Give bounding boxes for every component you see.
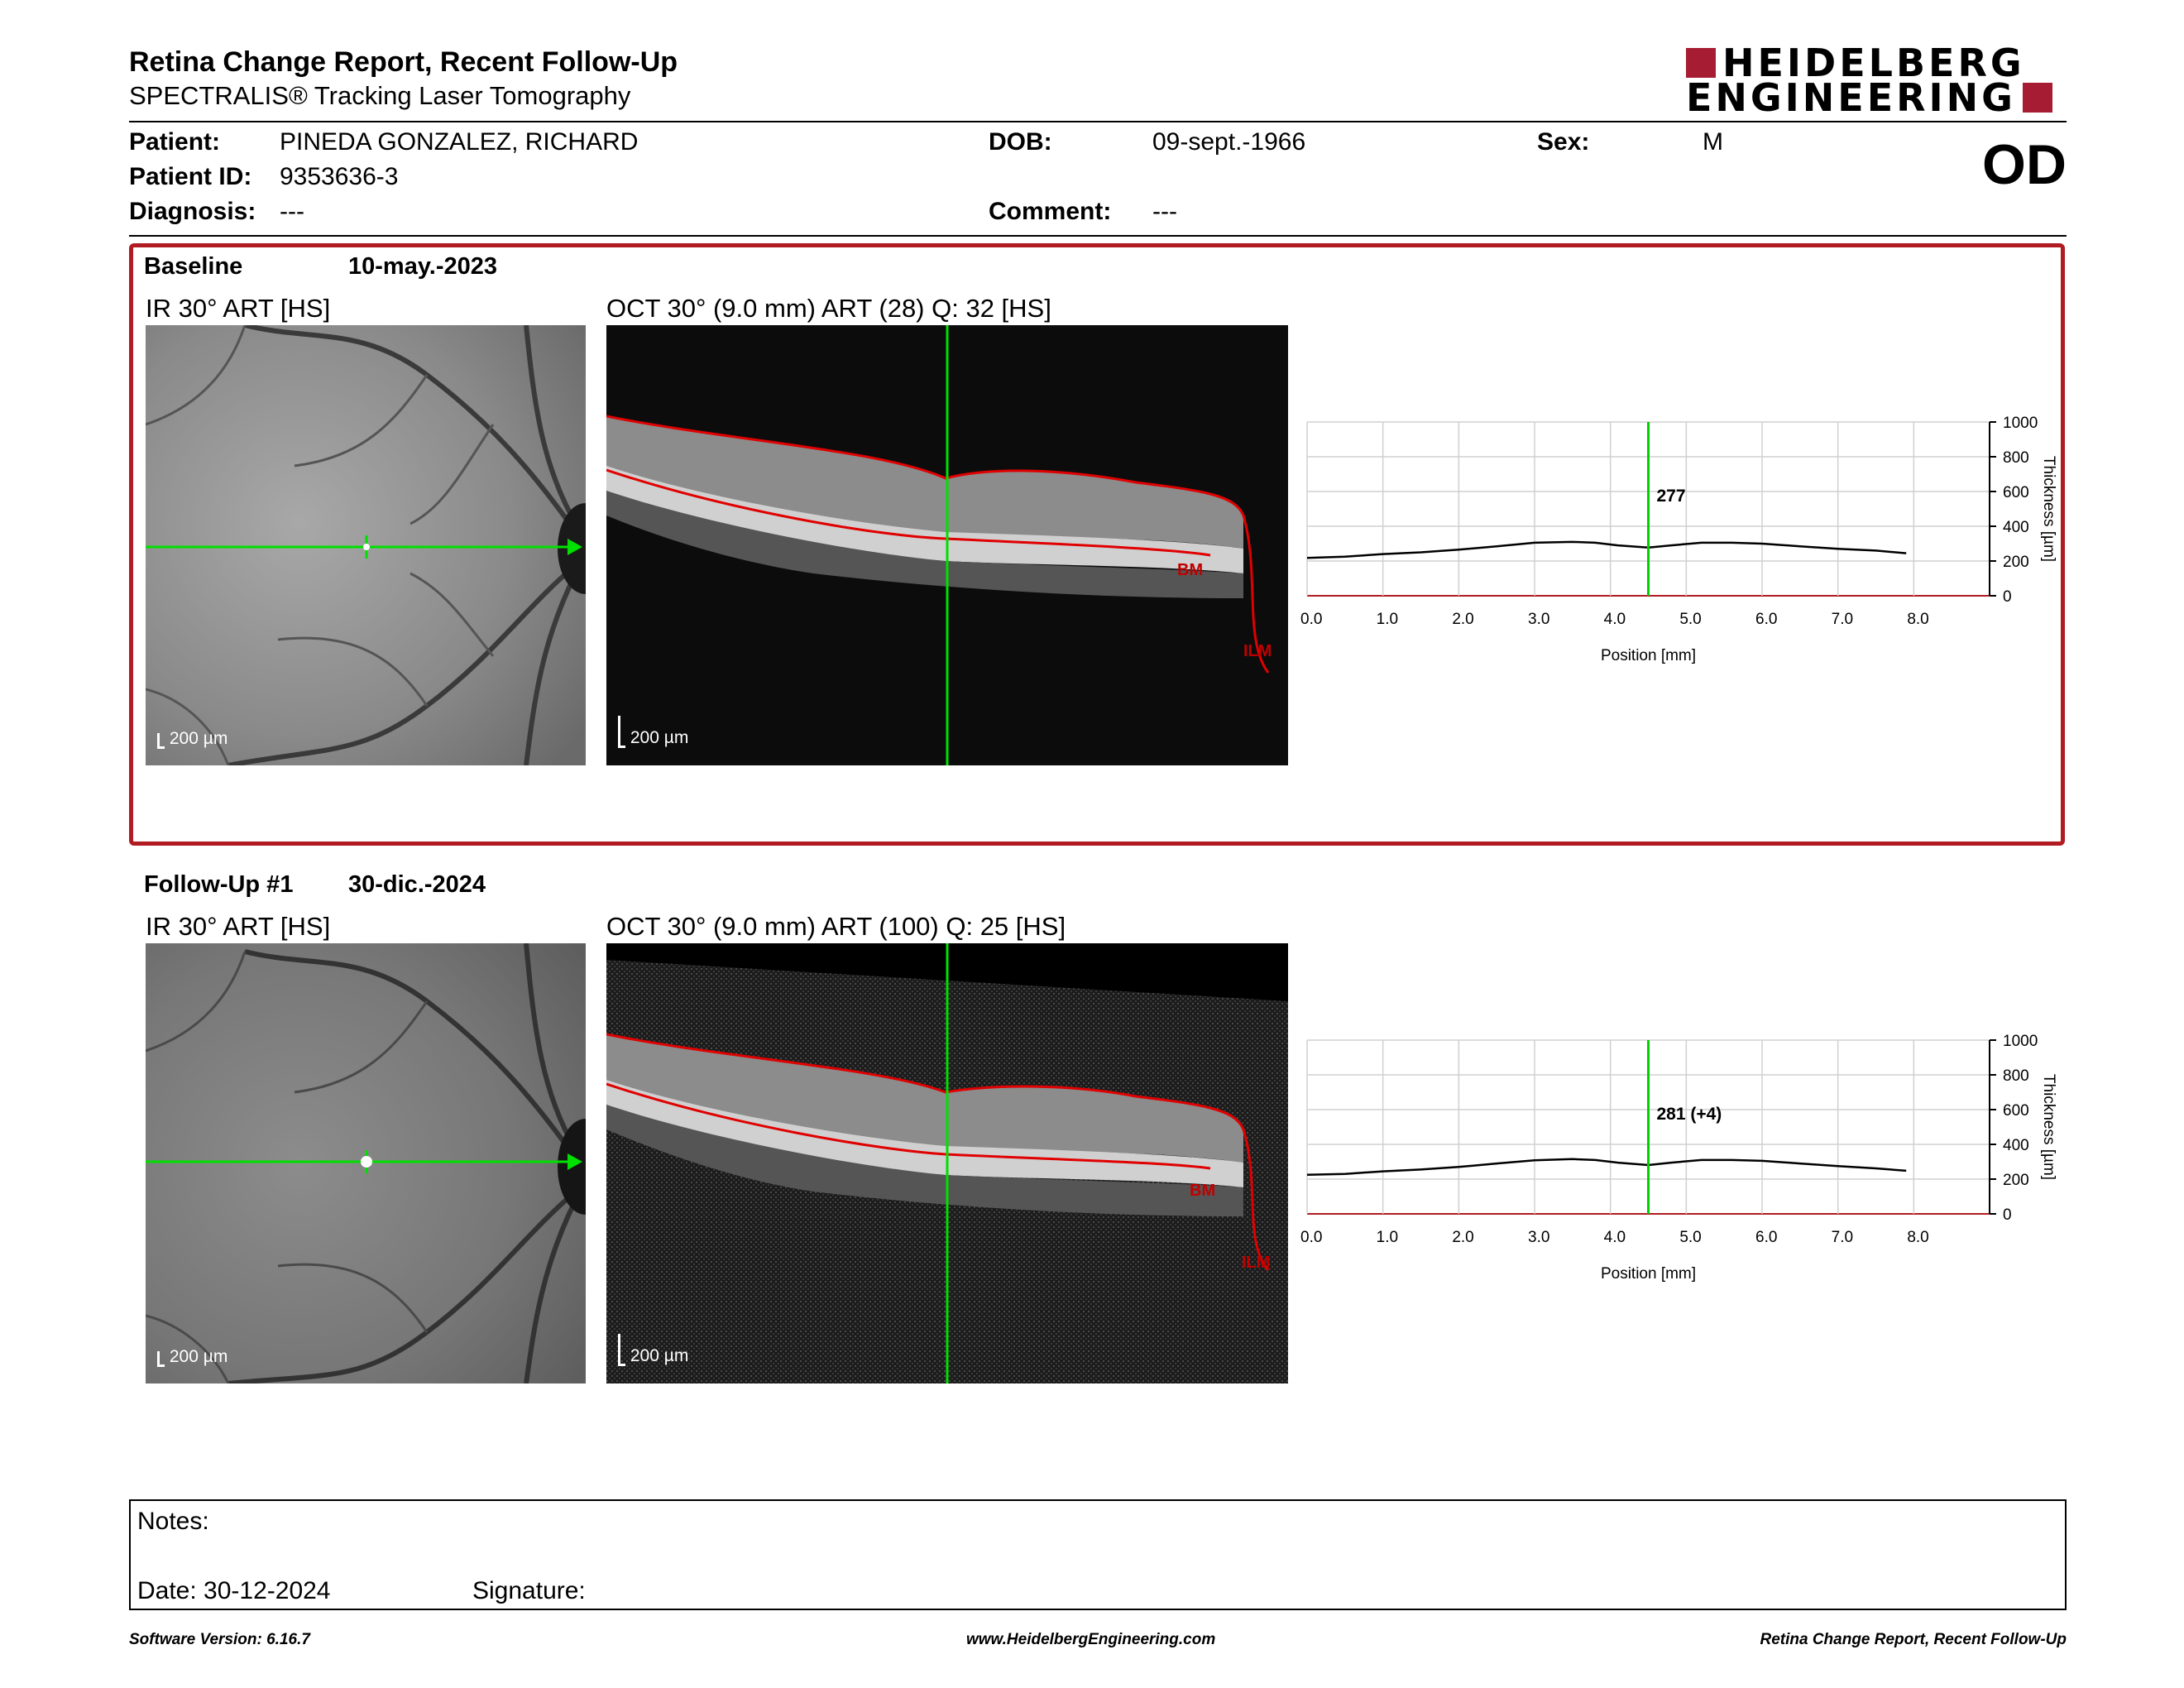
- chart1-xlabel: Position [mm]: [1601, 1265, 1696, 1283]
- report-title: Retina Change Report, Recent Follow-Up: [129, 46, 678, 78]
- baseline-date: 10-may.-2023: [348, 253, 498, 280]
- logo-line1: HEIDELBERG: [1722, 41, 2025, 85]
- patient-id: 9353636-3: [280, 163, 399, 190]
- baseline-oct-label: OCT 30° (9.0 mm) ART (28) Q: 32 [HS]: [606, 294, 1051, 323]
- chart1-ytick-label-2: 600: [2003, 1102, 2029, 1120]
- footer-software-version: Software Version: 6.16.7: [129, 1631, 310, 1648]
- baseline-ir-image[interactable]: 200 µm: [146, 325, 586, 765]
- baseline-oct-drawing: BM ILM: [606, 325, 1288, 765]
- followup-fundus-drawing: [146, 943, 586, 1383]
- followup-ir-scalebar: 200 µm: [157, 1347, 228, 1367]
- patient-label: Patient:: [129, 128, 221, 156]
- baseline-oct-scalebar: 200 µm: [618, 716, 688, 748]
- chart0-xlabel: Position [mm]: [1601, 647, 1696, 664]
- logo-square-right: [2022, 83, 2052, 113]
- chart0-xtick-label-6: 6.0: [1755, 611, 1777, 628]
- chart0-thickness-value: 277: [1657, 487, 1686, 506]
- sex-value: M: [1703, 128, 1723, 156]
- signature-label: Signature:: [472, 1577, 586, 1604]
- chart0-xtick-label-8: 8.0: [1907, 611, 1928, 628]
- logo-square-left: [1686, 48, 1716, 78]
- chart0-ytick-label-0: 1000: [2003, 415, 2038, 432]
- chart1-xtick-label-8: 8.0: [1907, 1229, 1928, 1246]
- chart1-ytick-label-0: 1000: [2003, 1033, 2038, 1050]
- followup-title: Follow-Up #1: [144, 871, 294, 898]
- followup-date: 30-dic.-2024: [348, 871, 486, 898]
- chart1-xtick-label-3: 3.0: [1528, 1229, 1549, 1246]
- followup-oct-drawing: BM ILM: [606, 943, 1288, 1383]
- logo-line2: ENGINEERING: [1686, 75, 2016, 120]
- chart0-ytick-label-2: 600: [2003, 484, 2029, 501]
- chart1-ytick-label-5: 0: [2003, 1206, 2012, 1224]
- footer-report-name: Retina Change Report, Recent Follow-Up: [1760, 1631, 2067, 1648]
- chart1-series-line-0: [1306, 1158, 1907, 1177]
- header-divider: [129, 121, 2067, 122]
- followup-oct-scalebar: 200 µm: [618, 1334, 688, 1366]
- chart1-ytick-label-4: 200: [2003, 1172, 2029, 1189]
- chart0-xtick-label-0: 0.0: [1300, 611, 1322, 628]
- baseline-ir-scalebar: 200 µm: [157, 729, 228, 749]
- chart0-xtick-label-1: 1.0: [1377, 611, 1398, 628]
- chart0-ylabel: Thickness [µm]: [2040, 456, 2057, 562]
- chart1-ytick-label-1: 800: [2003, 1067, 2029, 1085]
- baseline-bm-label: BM: [1177, 561, 1203, 579]
- notes-box[interactable]: Notes: Date: 30-12-2024 Signature:: [129, 1499, 2067, 1610]
- baseline-thickness-chart: 1000 800 600 400 200 0 0.0 1.0 2.0 3.0 4.0 5.0 6.0 7.…: [1300, 415, 2057, 664]
- comment-value: ---: [1152, 198, 1177, 225]
- chart0-xtick-label-2: 2.0: [1452, 611, 1473, 628]
- baseline-ilm-label: ILM: [1243, 642, 1272, 660]
- patient-name: PINEDA GONZALEZ, RICHARD: [280, 128, 639, 156]
- comment-label: Comment:: [989, 198, 1112, 225]
- chart0-series-line-0: [1306, 540, 1907, 559]
- chart0-xtick-label-7: 7.0: [1832, 611, 1853, 628]
- followup-bm-label: BM: [1190, 1182, 1215, 1200]
- followup-oct-label: OCT 30° (9.0 mm) ART (100) Q: 25 [HS]: [606, 912, 1066, 941]
- baseline-ir-label: IR 30° ART [HS]: [146, 294, 331, 323]
- dob-label: DOB:: [989, 128, 1052, 156]
- followup-ilm-label: ILM: [1242, 1254, 1270, 1272]
- chart1-xtick-label-1: 1.0: [1377, 1229, 1398, 1246]
- dob-value: 09-sept.-1966: [1152, 128, 1306, 156]
- baseline-highlight-box: [129, 243, 2065, 846]
- chart1-ylabel: Thickness [µm]: [2040, 1074, 2057, 1180]
- chart0-ytick-label-3: 400: [2003, 519, 2029, 536]
- followup-ir-label: IR 30° ART [HS]: [146, 912, 331, 941]
- chart1-xtick-label-6: 6.0: [1755, 1229, 1777, 1246]
- notes-date: Date: 30-12-2024: [137, 1577, 331, 1604]
- report-subtitle: SPECTRALIS® Tracking Laser Tomography: [129, 81, 631, 110]
- chart1-xtick-label-7: 7.0: [1832, 1229, 1853, 1246]
- sex-label: Sex:: [1537, 128, 1590, 156]
- chart1-xtick-label-5: 5.0: [1679, 1229, 1701, 1246]
- chart1-xtick-label-2: 2.0: [1452, 1229, 1473, 1246]
- eye-indicator: OD: [1982, 133, 2067, 196]
- diagnosis-label: Diagnosis:: [129, 198, 256, 225]
- chart0-xtick-label-4: 4.0: [1604, 611, 1626, 628]
- chart0-ytick-label-5: 0: [2003, 588, 2012, 606]
- chart0-xtick-label-3: 3.0: [1528, 611, 1549, 628]
- diagnosis-value: ---: [280, 198, 304, 225]
- followup-ir-image[interactable]: 200 µm: [146, 943, 586, 1383]
- chart0-xtick-label-5: 5.0: [1679, 611, 1701, 628]
- notes-label: Notes:: [137, 1508, 209, 1535]
- baseline-title: Baseline: [144, 253, 243, 280]
- footer-website[interactable]: www.HeidelbergEngineering.com: [966, 1631, 1216, 1648]
- patient-id-label: Patient ID:: [129, 163, 252, 190]
- chart1-xtick-label-4: 4.0: [1604, 1229, 1626, 1246]
- followup-oct-image[interactable]: BM ILM 200 µm: [606, 943, 1288, 1383]
- chart1-xtick-label-0: 0.0: [1300, 1229, 1322, 1246]
- followup-thickness-chart: 1000 800 600 400 200 0 0.0 1.0 2.0 3.0 4.0 5.0 6.0 7.…: [1300, 1033, 2057, 1283]
- chart0-ytick-label-1: 800: [2003, 449, 2029, 467]
- info-divider: [129, 235, 2067, 237]
- baseline-fundus-drawing: [146, 325, 586, 765]
- chart1-thickness-value: 281 (+4): [1657, 1105, 1722, 1124]
- baseline-oct-image[interactable]: BM ILM 200 µm: [606, 325, 1288, 765]
- chart0-ytick-label-4: 200: [2003, 554, 2029, 571]
- chart1-ytick-label-3: 400: [2003, 1137, 2029, 1154]
